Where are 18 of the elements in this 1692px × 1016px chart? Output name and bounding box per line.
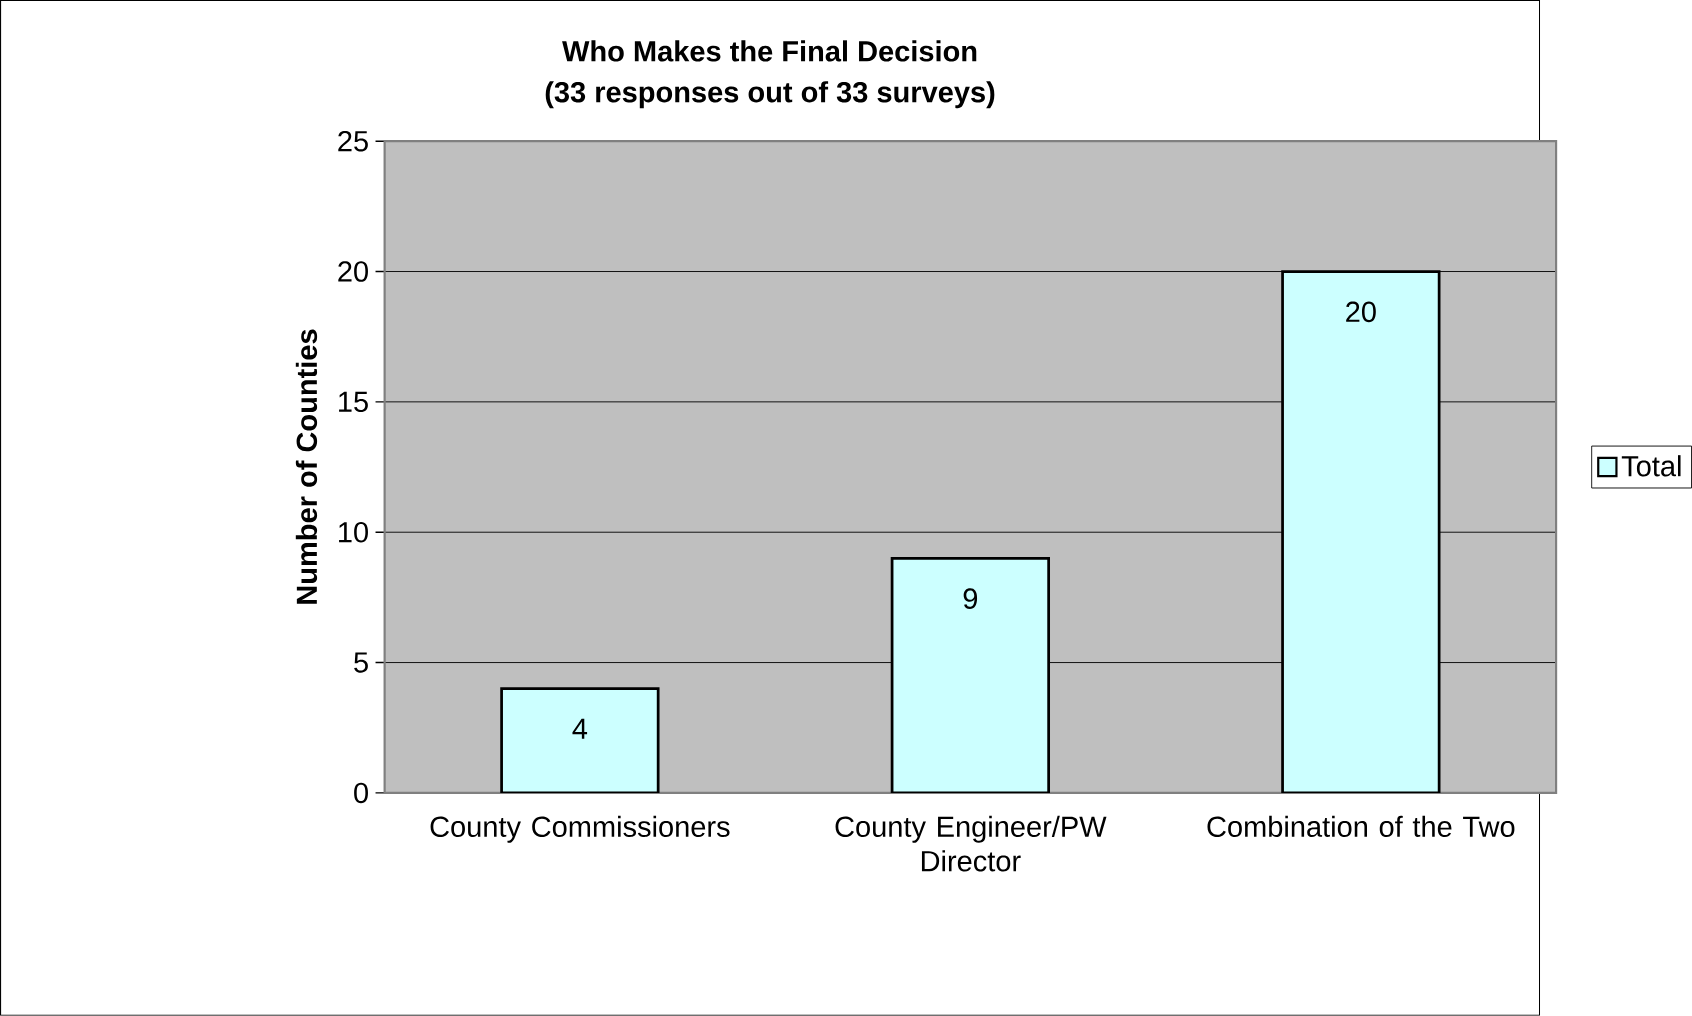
x-tick-label: Combination of the Two [1207, 815, 1515, 838]
data-label: 9 [963, 588, 978, 609]
x-tick-label: County Engineer/PW Director [835, 815, 1107, 872]
bar [1281, 270, 1441, 794]
bar [500, 687, 660, 794]
y-tick-label: 5 [354, 652, 368, 673]
data-label: 20 [1346, 301, 1376, 323]
y-axis-title: Number of Counties [295, 329, 318, 604]
chart-title: Who Makes the Final Decision [562, 40, 977, 62]
legend-label: Total [1621, 455, 1681, 477]
chart-subtitle: (33 responses out of 33 surveys) [545, 81, 995, 109]
y-tick-label: 25 [338, 131, 368, 152]
data-label: 4 [572, 718, 588, 739]
y-tick-label: 0 [354, 782, 368, 804]
y-tick-label: 15 [339, 391, 368, 413]
y-tick-label: 20 [338, 261, 368, 282]
x-tick-label: County Commissioners [430, 815, 730, 843]
y-tick-label: 10 [339, 522, 368, 543]
